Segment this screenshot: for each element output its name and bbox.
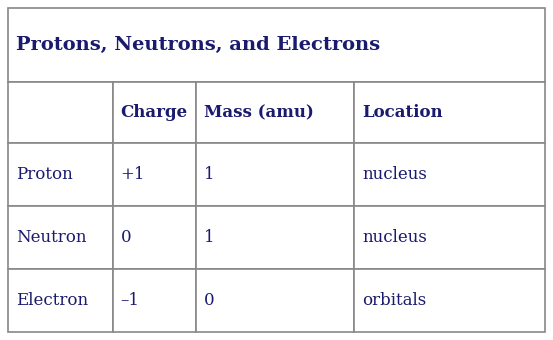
Bar [354,206,545,269]
Text: 1: 1 [204,166,215,183]
Text: nucleus: nucleus [362,166,427,183]
Text: Mass (amu): Mass (amu) [204,104,314,121]
Bar [8,206,113,269]
Bar [113,143,196,206]
Bar [196,206,354,269]
Bar [196,269,354,332]
Bar [354,82,545,143]
Bar [354,269,545,332]
Text: nucleus: nucleus [362,229,427,246]
Text: orbitals: orbitals [362,292,426,309]
Text: +1: +1 [121,166,145,183]
Text: Protons, Neutrons, and Electrons: Protons, Neutrons, and Electrons [16,36,380,54]
Bar [8,143,113,206]
Text: –1: –1 [121,292,140,309]
Bar [196,143,354,206]
Text: 0: 0 [121,229,132,246]
Text: 1: 1 [204,229,215,246]
Bar [8,82,113,143]
Text: Proton: Proton [16,166,73,183]
Bar [354,143,545,206]
Bar [113,269,196,332]
Bar [8,8,545,82]
Text: Neutron: Neutron [16,229,86,246]
Bar [8,269,113,332]
Bar [113,206,196,269]
Text: Location: Location [362,104,443,121]
Text: Electron: Electron [16,292,88,309]
Text: 0: 0 [204,292,215,309]
Text: Charge: Charge [121,104,188,121]
Bar [113,82,196,143]
Bar [196,82,354,143]
